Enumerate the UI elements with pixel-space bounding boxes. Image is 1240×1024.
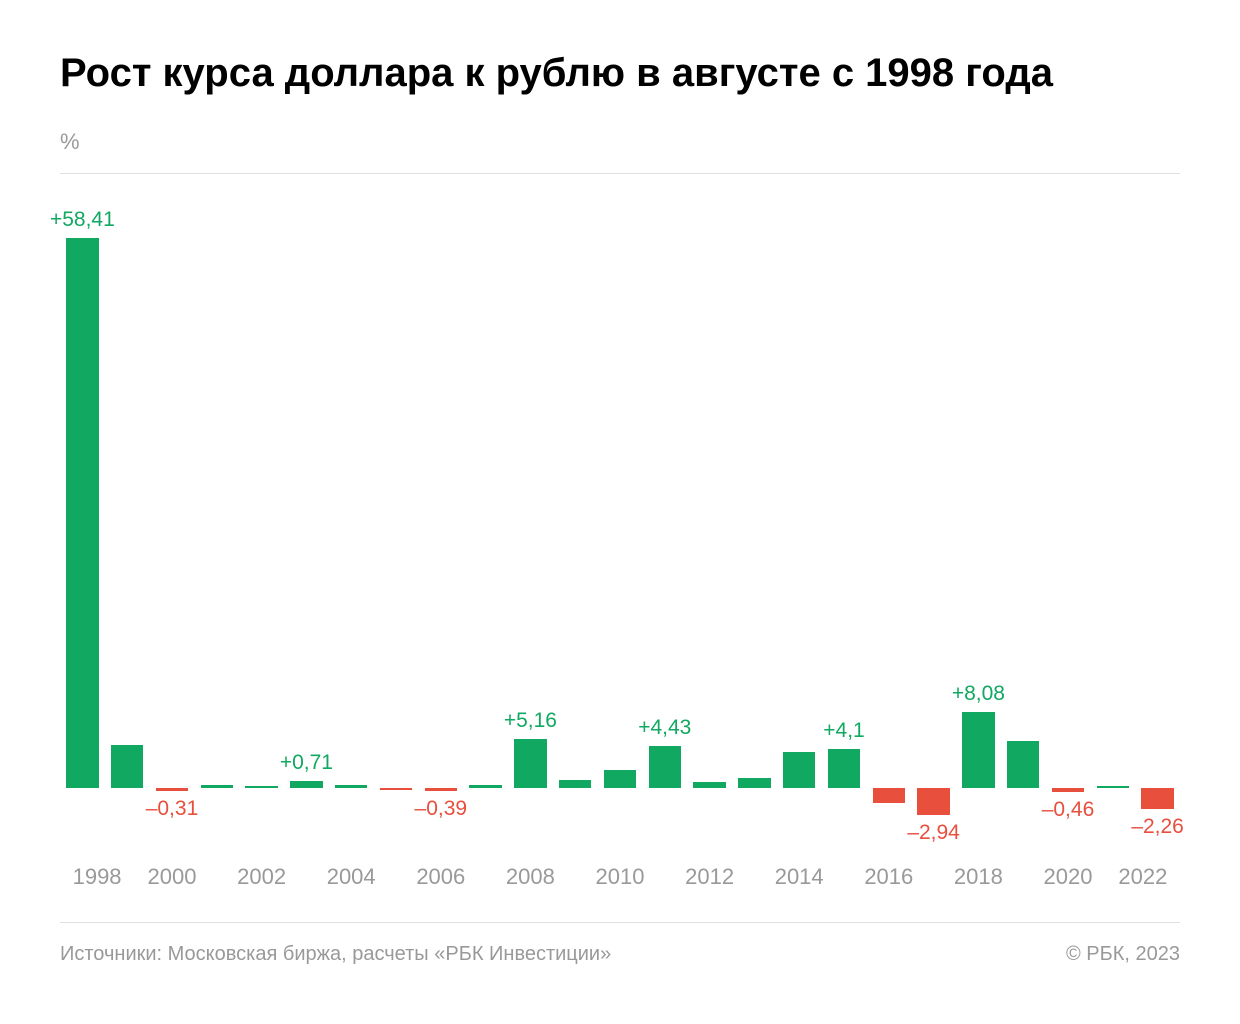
bar-value-label: –2,94 [907,821,960,845]
x-axis-tick: 2012 [685,864,734,890]
bar-column: –0,46 [1052,204,1084,844]
x-axis-tick: 2004 [327,864,376,890]
x-axis-tick: 2022 [1118,864,1167,890]
top-divider [60,173,1180,174]
bar [828,749,860,788]
bar-column: –2,94 [917,204,949,844]
bar-column: +4,43 [649,204,681,844]
bar-column [738,204,770,844]
bar [469,785,501,787]
bar [738,778,770,787]
chart-title: Рост курса доллара к рублю в августе с 1… [60,50,1180,97]
x-axis-tick: 1998 [73,864,122,890]
bar [962,712,994,788]
bar [66,238,98,788]
bar-value-label: +4,1 [823,719,864,743]
bar-column: +0,71 [290,204,322,844]
x-axis-tick: 2006 [416,864,465,890]
bar [111,745,143,787]
x-axis-tick: 2020 [1044,864,1093,890]
bar [1007,741,1039,788]
bar-value-label: +5,16 [504,709,557,733]
bar [380,788,412,790]
bar-value-label: –2,26 [1131,815,1184,839]
bar-value-label: +0,71 [280,751,333,775]
y-axis-unit: % [60,129,1180,155]
bar [1097,786,1129,788]
bar-column: –2,26 [1141,204,1173,844]
bar-column [604,204,636,844]
bar [873,788,905,803]
bar-column [693,204,725,844]
bar [783,752,815,788]
x-axis-tick: 2016 [864,864,913,890]
bar-column: +4,1 [828,204,860,844]
bar-value-label: +8,08 [952,682,1005,706]
bar-value-label: +58,41 [50,208,115,232]
bar [201,785,233,788]
chart-area: +58,41 –0,31 +0,71 –0,39 +5,16 +4,43 +4,1 –2,94… [60,204,1180,844]
x-axis-tick: 2014 [775,864,824,890]
bar-column [469,204,501,844]
bar-column [559,204,591,844]
bar-column [335,204,367,844]
bar [245,786,277,788]
source-text: Источники: Московская биржа, расчеты «РБ… [60,943,611,966]
bar-column: +8,08 [962,204,994,844]
bar-column: +5,16 [514,204,546,844]
copyright-text: © РБК, 2023 [1066,943,1180,966]
bottom-divider [60,922,1180,923]
x-axis-tick: 2000 [148,864,197,890]
bar [156,788,188,791]
bar-value-label: –0,46 [1042,798,1095,822]
bar [1052,788,1084,792]
bar [917,788,949,816]
bar [1141,788,1173,809]
bar [604,770,636,788]
bar [649,746,681,788]
bar-column [380,204,412,844]
chart-footer: Источники: Московская биржа, расчеты «РБ… [60,943,1180,966]
x-axis-tick: 2002 [237,864,286,890]
bar-column [1007,204,1039,844]
bar-column [111,204,143,844]
bar [290,781,322,788]
bar-column [1097,204,1129,844]
bar-column [873,204,905,844]
x-axis: 1998 2000 2002 2004 2006 2008 2010 2012 2014 2016… [60,864,1180,894]
bar [559,780,591,788]
bar-value-label: –0,31 [146,797,199,821]
bar [425,788,457,792]
bar-column: +58,41 [66,204,98,844]
bar [514,739,546,788]
bar-column: –0,39 [425,204,457,844]
bar-value-label: +4,43 [638,716,691,740]
x-axis-tick: 2008 [506,864,555,890]
bar-column [245,204,277,844]
bar-value-label: –0,39 [415,797,468,821]
bar [693,782,725,788]
bar-column: –0,31 [156,204,188,844]
bar-column [783,204,815,844]
bar [335,785,367,788]
bar-column [201,204,233,844]
x-axis-tick: 2010 [596,864,645,890]
x-axis-tick: 2018 [954,864,1003,890]
